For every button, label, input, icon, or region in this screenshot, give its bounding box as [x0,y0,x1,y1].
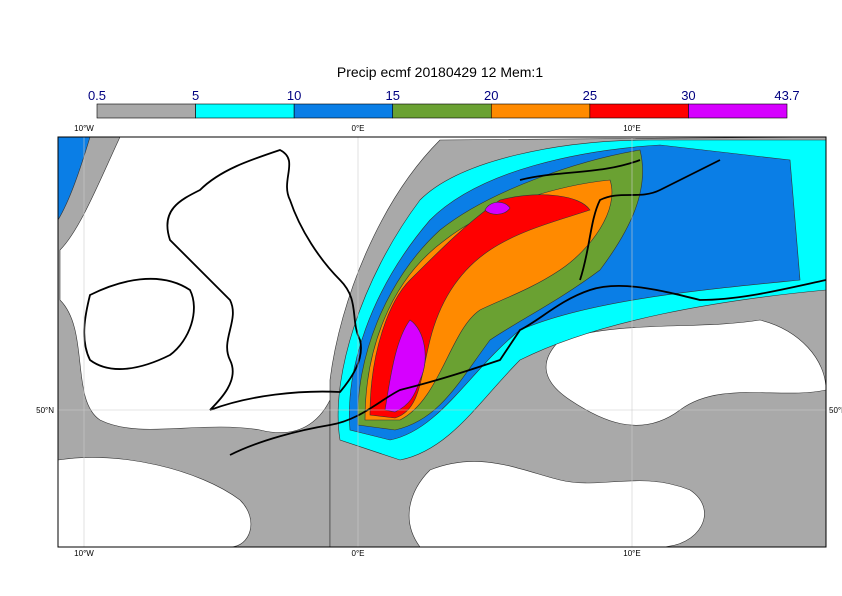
colorbar-bin [589,103,689,119]
colorbar-label: 43.7 [774,88,799,103]
map-frame [57,136,827,548]
precip-area [58,137,331,547]
colorbar-label: 5 [192,88,199,103]
colorbar-bin [293,103,394,119]
dry-area [58,457,252,547]
coastline [519,159,721,281]
colorbar-bin [688,103,788,119]
colorbar-label: 25 [583,88,597,103]
lon-label: 0°E [352,549,365,558]
colorbar-bin [490,103,591,119]
colorbar-label: 10 [287,88,301,103]
graticule [58,137,826,547]
lon-label: 10°E [623,124,640,133]
lon-label: 10°W [74,124,94,133]
colorbar-bin [96,103,196,119]
lon-label: 0°E [352,124,365,133]
lon-label: 10°W [74,549,94,558]
coastline [229,279,826,456]
coastline [83,277,195,370]
colorbar-label: 15 [385,88,399,103]
precip-area [384,319,426,413]
lat-label: 50°N [829,406,842,415]
lat-label: 50°N [36,406,54,415]
colorbar-label: 0.5 [88,88,106,103]
colorbar-bin [392,103,492,119]
lon-label: 10°E [623,549,640,558]
title: Precip ecmf 20180429 12 Mem:1 [337,64,543,80]
coastline [166,149,362,411]
precip-area [58,137,91,221]
colorbar: 0.5 5 10 15 20 25 30 43.7 [88,88,800,119]
map [58,137,826,547]
precip-area [484,201,511,215]
colorbar-label: 20 [484,88,498,103]
precip-area [364,179,613,421]
dry-area [545,319,826,426]
dry-area [408,461,705,547]
colorbar-label: 30 [681,88,695,103]
colorbar-bin [195,103,295,119]
